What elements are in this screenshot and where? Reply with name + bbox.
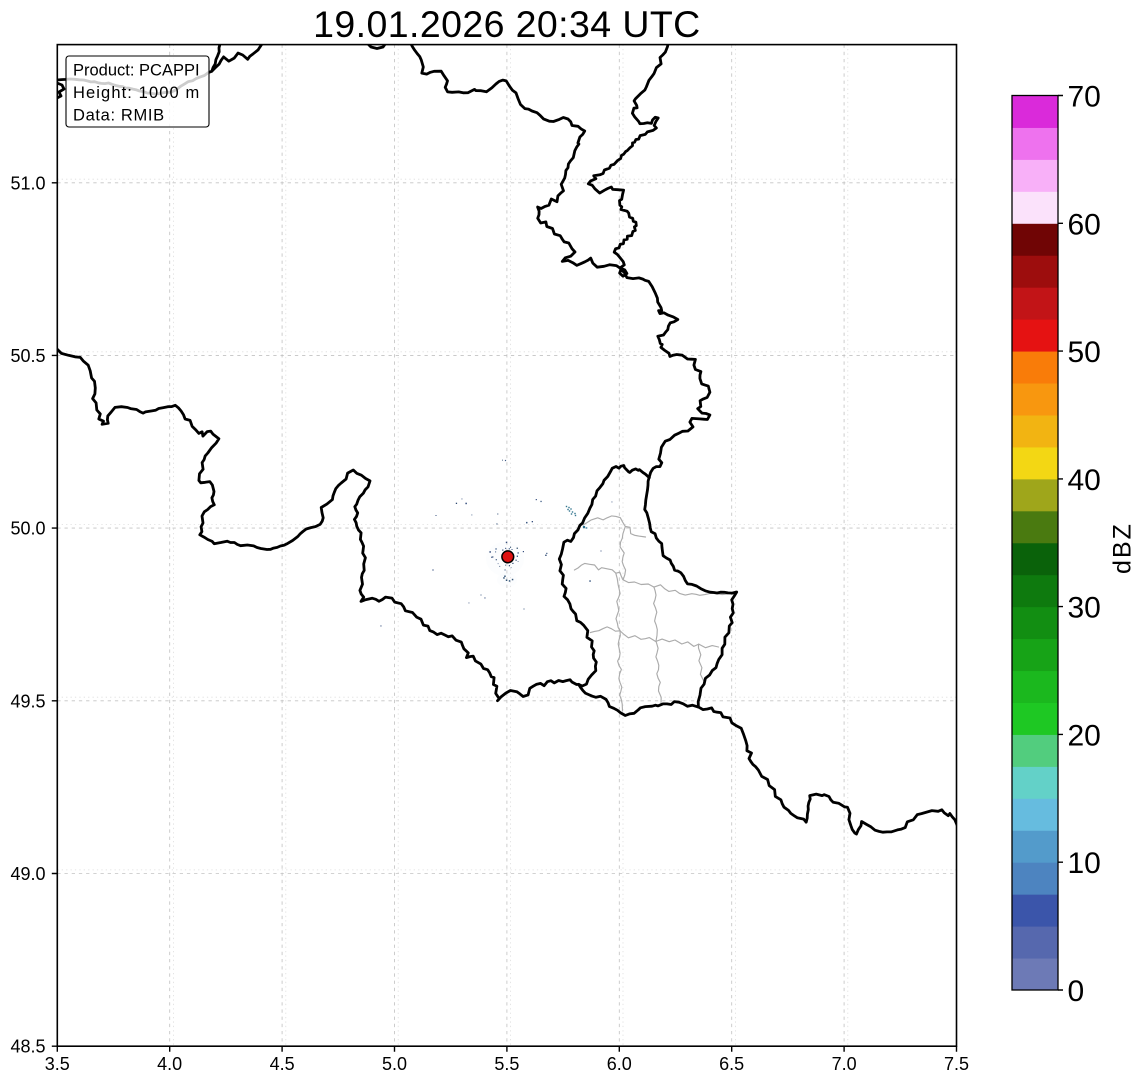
svg-text:50: 50 xyxy=(1068,336,1101,369)
svg-text:51.0: 51.0 xyxy=(10,173,45,193)
svg-text:19.01.2026 20:34 UTC: 19.01.2026 20:34 UTC xyxy=(313,3,700,45)
svg-text:6.0: 6.0 xyxy=(607,1054,632,1074)
svg-text:Product: PCAPPI: Product: PCAPPI xyxy=(73,62,200,80)
svg-text:49.5: 49.5 xyxy=(10,691,45,711)
svg-text:70: 70 xyxy=(1068,81,1101,114)
svg-text:0: 0 xyxy=(1068,975,1085,1008)
svg-text:20: 20 xyxy=(1068,719,1101,752)
svg-text:Height: 1000 m: Height: 1000 m xyxy=(73,84,200,102)
svg-text:30: 30 xyxy=(1068,592,1101,625)
svg-text:4.5: 4.5 xyxy=(270,1054,295,1074)
svg-text:40: 40 xyxy=(1068,464,1101,497)
svg-text:7.5: 7.5 xyxy=(944,1054,969,1074)
svg-text:50.0: 50.0 xyxy=(10,519,45,539)
svg-text:7.0: 7.0 xyxy=(832,1054,857,1074)
svg-text:50.5: 50.5 xyxy=(10,346,45,366)
svg-text:10: 10 xyxy=(1068,847,1101,880)
svg-text:Data: RMIB: Data: RMIB xyxy=(73,107,165,125)
svg-text:6.5: 6.5 xyxy=(719,1054,744,1074)
svg-text:48.5: 48.5 xyxy=(10,1037,45,1057)
svg-text:60: 60 xyxy=(1068,208,1101,241)
svg-text:3.5: 3.5 xyxy=(45,1054,70,1074)
svg-text:5.5: 5.5 xyxy=(494,1054,519,1074)
svg-text:4.0: 4.0 xyxy=(157,1054,182,1074)
svg-text:49.0: 49.0 xyxy=(10,864,45,884)
svg-text:dBZ: dBZ xyxy=(1109,522,1137,574)
svg-text:5.0: 5.0 xyxy=(382,1054,407,1074)
